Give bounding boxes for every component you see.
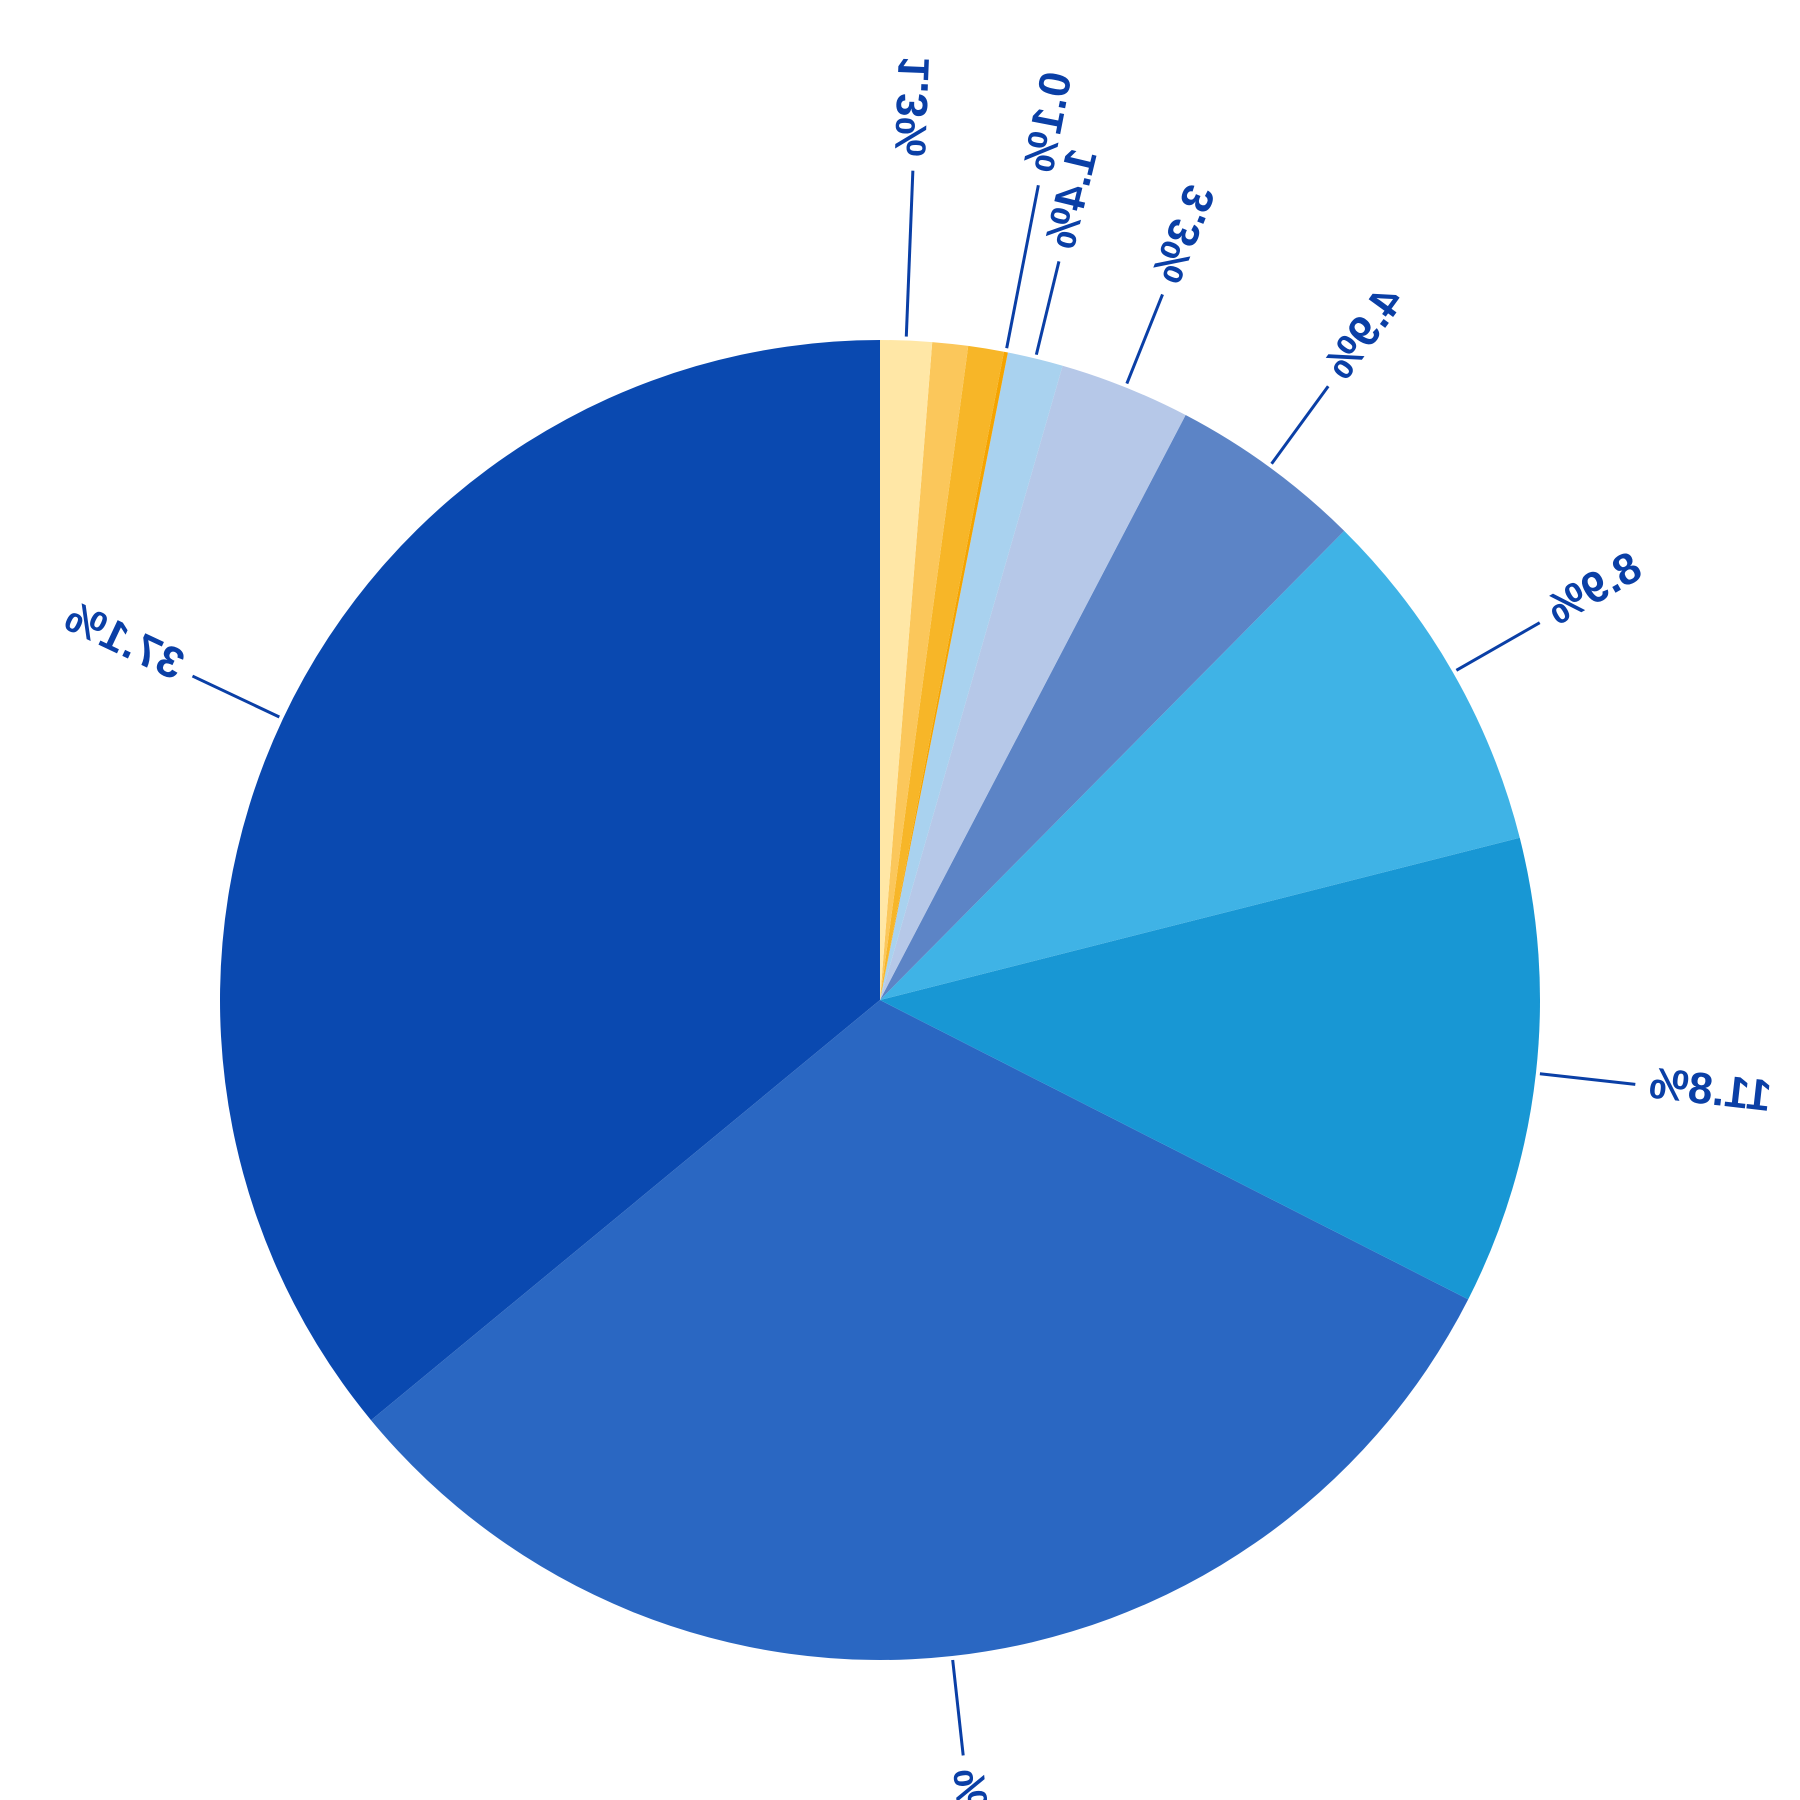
pie-chart-svg: 37.1%32.5%11.8%8.9%4.9%3.3%1.4%0.1%1.3% <box>0 0 1800 1800</box>
slice-label: 4.9% <box>1314 278 1413 388</box>
leader-line <box>953 1660 964 1755</box>
leader-line <box>1272 386 1329 464</box>
leader-line <box>906 171 913 337</box>
pie-chart: 37.1%32.5%11.8%8.9%4.9%3.3%1.4%0.1%1.3% <box>0 0 1800 1800</box>
slice-label: 37.1% <box>58 592 192 690</box>
slice-label: 8.9% <box>1538 542 1649 634</box>
leader-line <box>192 676 279 717</box>
slice-label: 11.8% <box>1647 1059 1774 1121</box>
leader-line <box>1540 1074 1635 1085</box>
leader-line <box>1036 261 1059 354</box>
leader-line <box>1456 623 1539 671</box>
leader-line <box>1127 294 1163 383</box>
slice-label: 32.5% <box>943 1766 1005 1800</box>
leader-line <box>1007 185 1039 348</box>
slice-label: 3.3% <box>1142 178 1225 289</box>
slice-label: 1.3% <box>886 55 939 157</box>
